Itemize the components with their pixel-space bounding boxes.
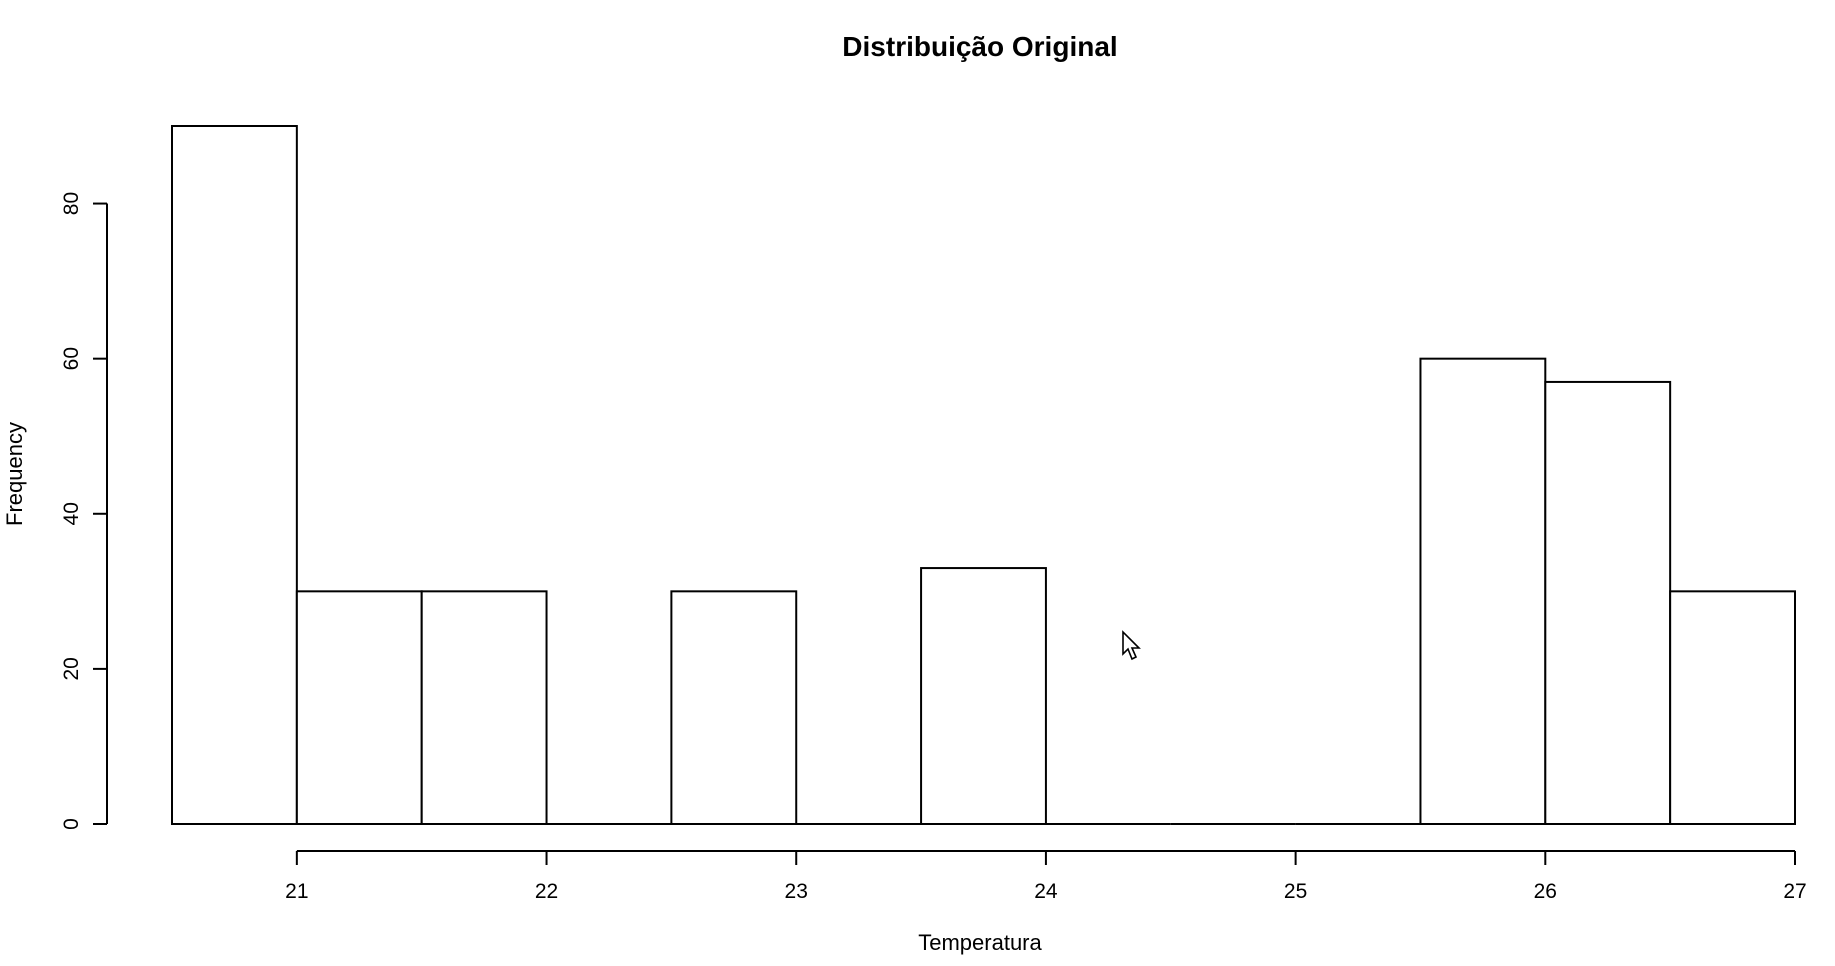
y-axis-ticks: 0 20 40 60 80	[60, 192, 107, 830]
x-tick-label-6: 27	[1783, 880, 1806, 903]
x-tick-label-1: 22	[535, 880, 558, 903]
histogram-bar-6	[920, 567, 1047, 825]
y-tick-label-3: 60	[60, 347, 83, 370]
y-axis: 0 20 40 60 80	[60, 192, 108, 830]
y-tick-label-4: 80	[60, 192, 83, 215]
mouse-cursor-icon	[1122, 630, 1141, 661]
x-tick-label-2: 23	[785, 880, 808, 903]
histogram-bar-12	[1669, 590, 1796, 825]
histogram-bar-2	[420, 590, 548, 825]
x-tick-label-5: 26	[1534, 880, 1557, 903]
histogram-bar-0	[171, 125, 298, 825]
cursor-arrow-shape	[1122, 630, 1141, 661]
chart-title: Distribuição Original	[842, 31, 1117, 62]
y-axis-label: Frequency	[2, 422, 27, 526]
x-tick-label-4: 25	[1284, 880, 1307, 903]
histogram-bar-4	[670, 590, 798, 825]
x-tick-label-0: 21	[285, 880, 308, 903]
x-tick-label-3: 24	[1034, 880, 1058, 903]
y-tick-label-0: 0	[60, 818, 83, 830]
x-axis-label: Temperatura	[918, 930, 1042, 955]
histogram-bar-1	[295, 590, 423, 825]
y-tick-label-2: 40	[60, 502, 83, 525]
y-tick-label-1: 20	[60, 657, 83, 680]
x-axis-ticks: 21 22 23 24 25 26 27	[285, 851, 1807, 903]
x-axis: 21 22 23 24 25 26 27	[285, 850, 1807, 903]
bars-layer	[171, 125, 1796, 825]
histogram-bar-10	[1419, 357, 1547, 825]
histogram-bar-11	[1544, 380, 1672, 825]
